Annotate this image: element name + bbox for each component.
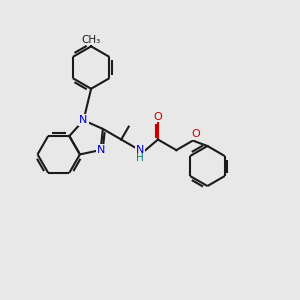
Text: O: O [154,112,162,122]
Text: H: H [136,153,143,164]
Text: O: O [192,129,200,139]
Text: N: N [97,145,105,155]
Text: N: N [79,115,88,125]
Text: CH₃: CH₃ [82,34,101,45]
Text: N: N [135,145,144,155]
